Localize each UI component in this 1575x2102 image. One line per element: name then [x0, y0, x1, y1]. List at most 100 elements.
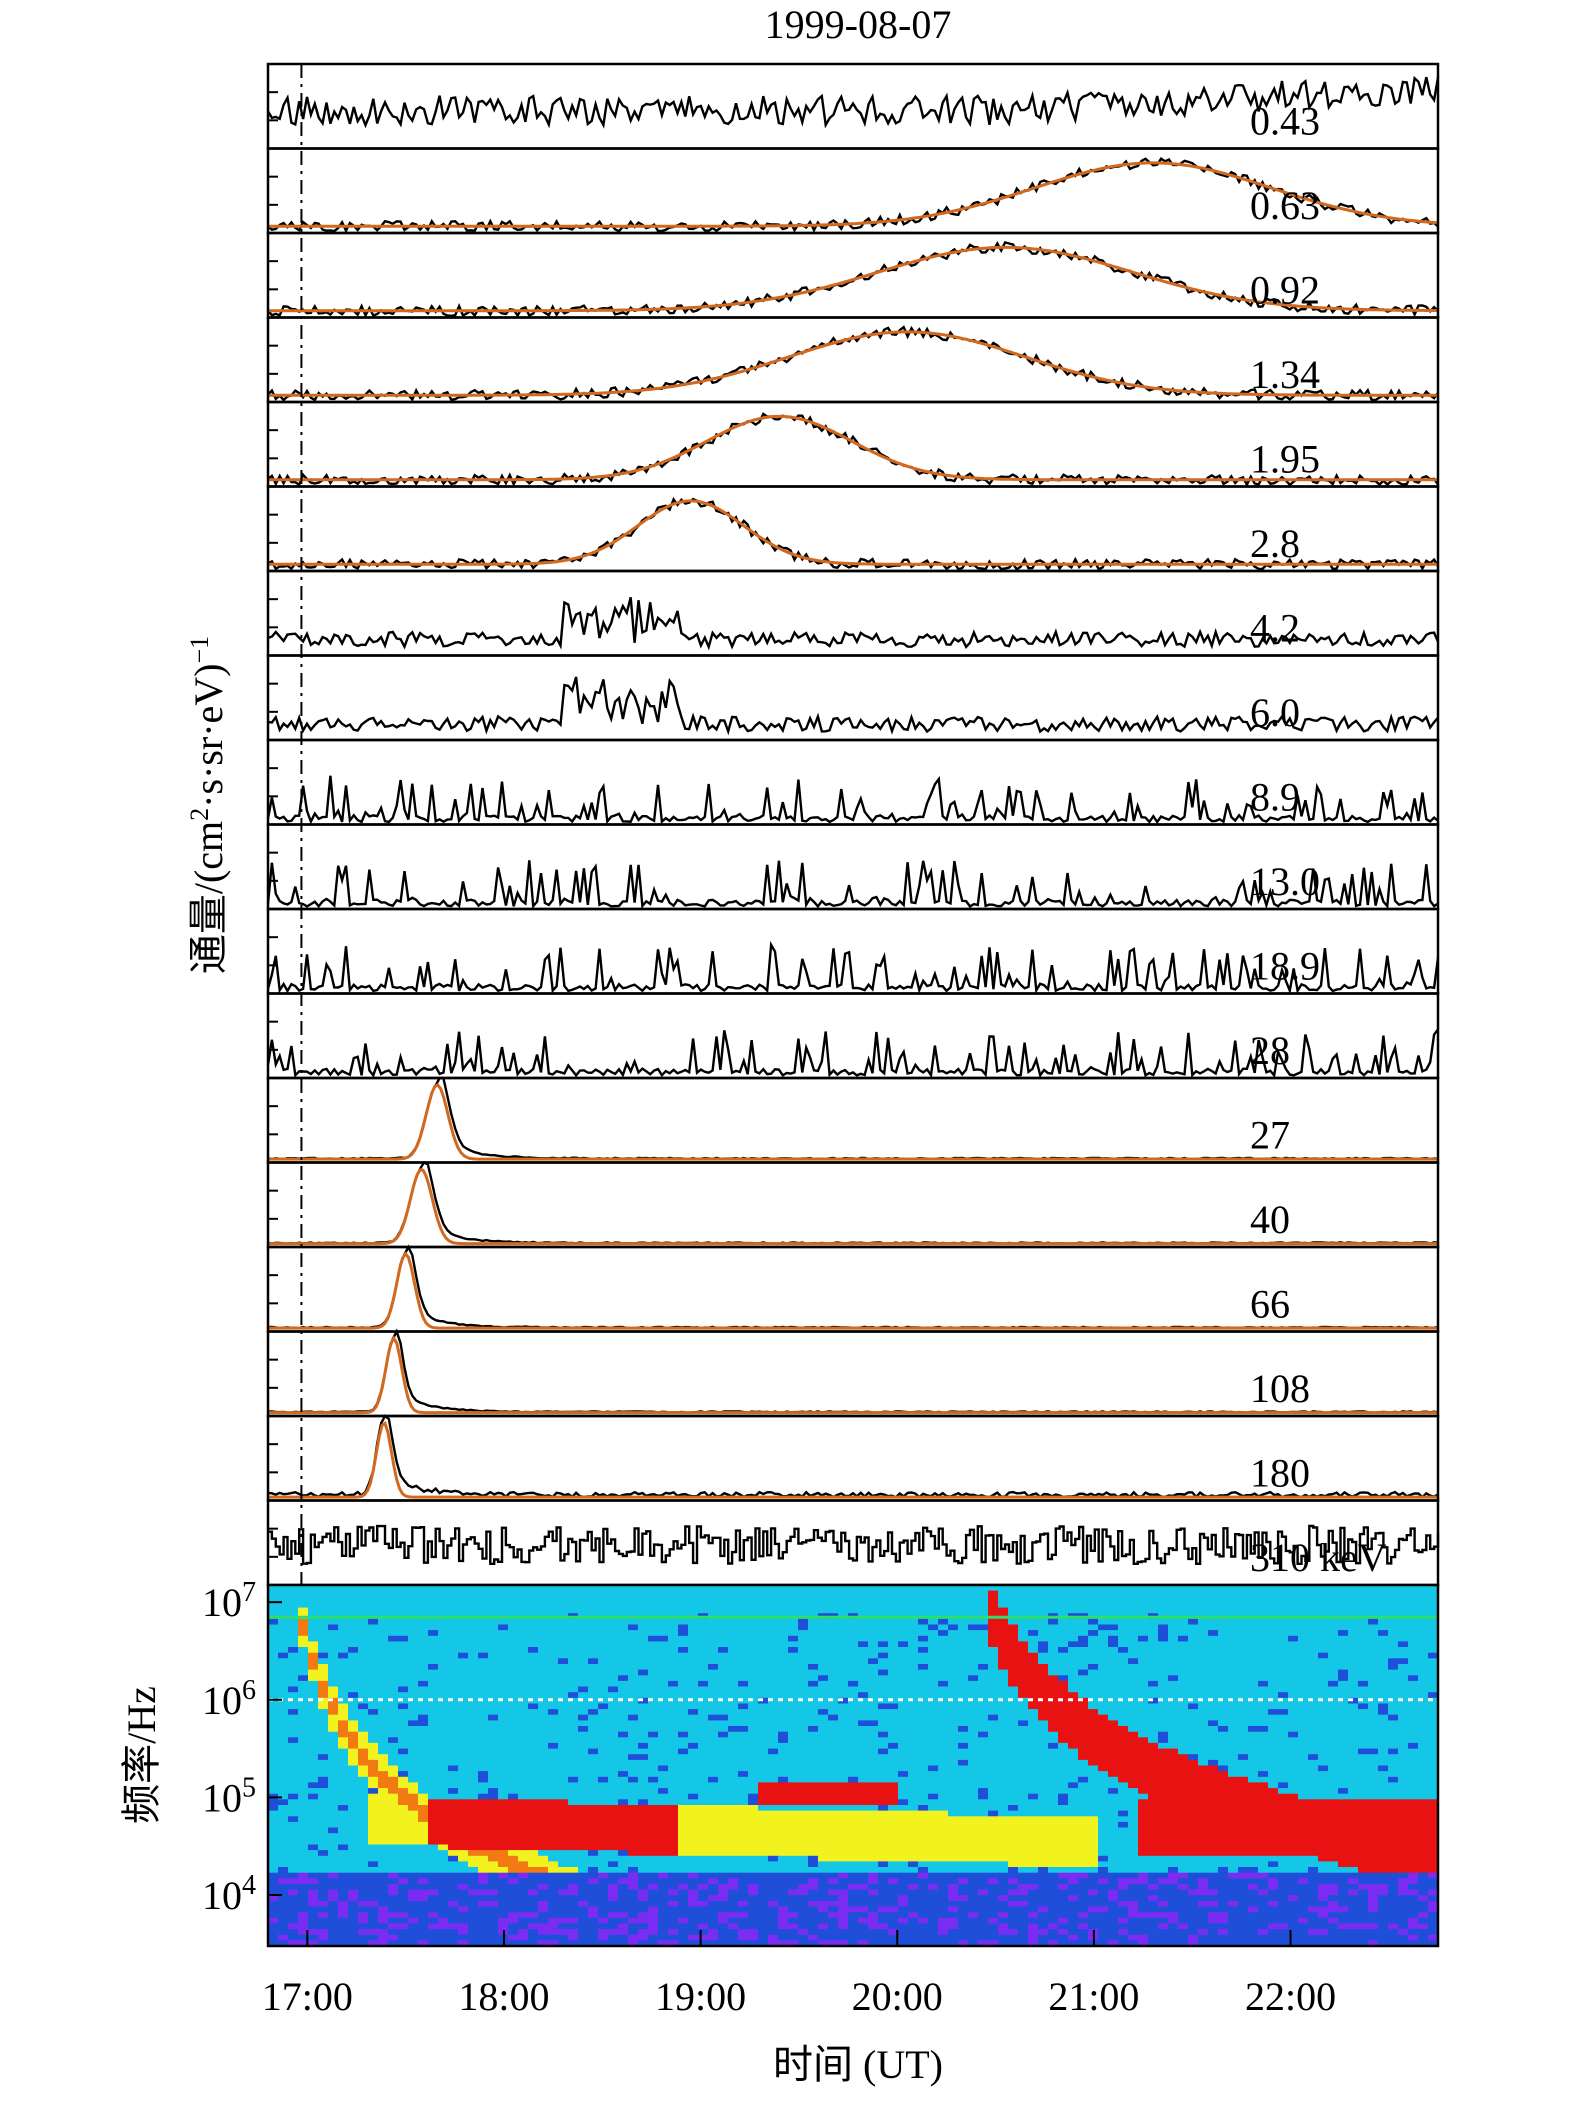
- spectrogram-cell: [478, 1709, 489, 1715]
- spectrogram-cell: [658, 1704, 669, 1710]
- spectrogram-cell: [558, 1867, 569, 1873]
- spectrogram-cell: [998, 1833, 1009, 1839]
- spectrogram-cell: [398, 1692, 409, 1698]
- spectrogram-cell: [838, 1625, 849, 1631]
- spectrogram-cell: [938, 1670, 949, 1676]
- spectrogram-cell: [458, 1771, 469, 1777]
- spectrogram-cell: [498, 1681, 509, 1687]
- spectrogram-cell: [308, 1591, 319, 1597]
- spectrogram-cell: [348, 1726, 359, 1732]
- spectrogram-cell: [638, 1828, 649, 1834]
- spectrogram-cell: [1008, 1833, 1019, 1839]
- spectrogram-cell: [838, 1816, 849, 1822]
- spectrogram-cell: [868, 1641, 879, 1647]
- spectrogram-cell: [1018, 1670, 1029, 1676]
- spectrogram-cell: [618, 1912, 629, 1918]
- spectrogram-cell: [398, 1816, 409, 1822]
- spectrogram-cell: [348, 1873, 359, 1879]
- spectrogram-cell: [528, 1895, 539, 1901]
- spectrogram-cell: [578, 1681, 589, 1687]
- spectrogram-cell: [278, 1867, 289, 1873]
- spectrogram-cell: [548, 1845, 559, 1851]
- spectrogram-cell: [668, 1811, 679, 1817]
- spectrogram-cell: [648, 1704, 659, 1710]
- spectrogram-cell: [568, 1878, 579, 1884]
- spectrogram-cell: [518, 1670, 529, 1676]
- spectrogram-cell: [828, 1704, 839, 1710]
- spectrogram-cell: [558, 1873, 569, 1879]
- spectrogram-cell: [758, 1861, 769, 1867]
- spectrogram-cell: [788, 1709, 799, 1715]
- spectrogram-cell: [958, 1732, 969, 1738]
- spectrogram-cell: [398, 1811, 409, 1817]
- spectrogram-cell: [888, 1850, 899, 1856]
- spectrogram-cell: [778, 1591, 789, 1597]
- spectrogram-cell: [428, 1923, 439, 1929]
- spectrogram-cell: [1018, 1658, 1029, 1664]
- spectrogram-cell: [708, 1805, 719, 1811]
- spectrogram-cell: [508, 1816, 519, 1822]
- spectrogram-cell: [988, 1833, 999, 1839]
- spectrogram-cell: [638, 1923, 649, 1929]
- spectrogram-cell: [698, 1845, 709, 1851]
- spectrogram-cell: [318, 1658, 329, 1664]
- spectrogram-cell: [638, 1704, 649, 1710]
- spectrogram-cell: [758, 1839, 769, 1845]
- spectrogram-cell: [818, 1664, 829, 1670]
- spectrogram-cell: [898, 1901, 909, 1907]
- spectrogram-cell: [768, 1658, 779, 1664]
- spectrogram-cell: [398, 1923, 409, 1929]
- spectrogram-cell: [478, 1591, 489, 1597]
- spectrogram-cell: [888, 1591, 899, 1597]
- spectrogram-cell: [498, 1726, 509, 1732]
- spectrogram-cell: [548, 1675, 559, 1681]
- spectrogram-cell: [828, 1816, 839, 1822]
- spectrogram-cell: [878, 1766, 889, 1772]
- spectrogram-cell: [818, 1873, 829, 1879]
- spectrogram-cell: [818, 1822, 829, 1828]
- spectrogram-cell: [308, 1658, 319, 1664]
- spectrogram-cell: [828, 1839, 839, 1845]
- spectrogram-cell: [288, 1771, 299, 1777]
- spectrogram-cell: [308, 1670, 319, 1676]
- spectrogram-cell: [698, 1658, 709, 1664]
- spectrogram-cell: [978, 1636, 989, 1642]
- spectrogram-cell: [468, 1839, 479, 1845]
- spectrogram-cell: [978, 1890, 989, 1896]
- spectrogram-cell: [368, 1625, 379, 1631]
- spectrogram-cell: [598, 1596, 609, 1602]
- spectrogram-cell: [768, 1687, 779, 1693]
- spectrogram-cell: [728, 1811, 739, 1817]
- spectrogram-cell: [708, 1782, 719, 1788]
- spectrogram-cell: [328, 1664, 339, 1670]
- spectrogram-cell: [398, 1878, 409, 1884]
- spectrogram-cell: [758, 1907, 769, 1913]
- spectrogram-cell: [368, 1777, 379, 1783]
- spectrogram-cell: [888, 1619, 899, 1625]
- spectrogram-cell: [858, 1856, 869, 1862]
- spectrogram-cell: [798, 1596, 809, 1602]
- spectrogram-cell: [388, 1799, 399, 1805]
- spectrogram-cell: [958, 1619, 969, 1625]
- spectrogram-cell: [958, 1641, 969, 1647]
- spectrogram-cell: [438, 1608, 449, 1614]
- spectrogram-cell: [648, 1923, 659, 1929]
- spectrogram-cell: [598, 1715, 609, 1721]
- spectrogram-cell: [588, 1596, 599, 1602]
- spectrogram-cell: [578, 1788, 589, 1794]
- spectrogram-cell: [688, 1912, 699, 1918]
- spectrogram-cell: [438, 1861, 449, 1867]
- spectrogram-cell: [988, 1828, 999, 1834]
- spectrogram-cell: [978, 1726, 989, 1732]
- spectrogram-cell: [748, 1805, 759, 1811]
- spectrogram-cell: [808, 1647, 819, 1653]
- spectrogram-cell: [768, 1749, 779, 1755]
- spectrogram-cell: [768, 1805, 779, 1811]
- spectrogram-cell: [988, 1895, 999, 1901]
- spectrogram-cell: [748, 1828, 759, 1834]
- spectrogram-cell: [448, 1777, 459, 1783]
- spectrogram-cell: [1008, 1658, 1019, 1664]
- spectrogram-cell: [988, 1816, 999, 1822]
- spectrogram-cell: [1018, 1845, 1029, 1851]
- spectrogram-cell: [948, 1833, 959, 1839]
